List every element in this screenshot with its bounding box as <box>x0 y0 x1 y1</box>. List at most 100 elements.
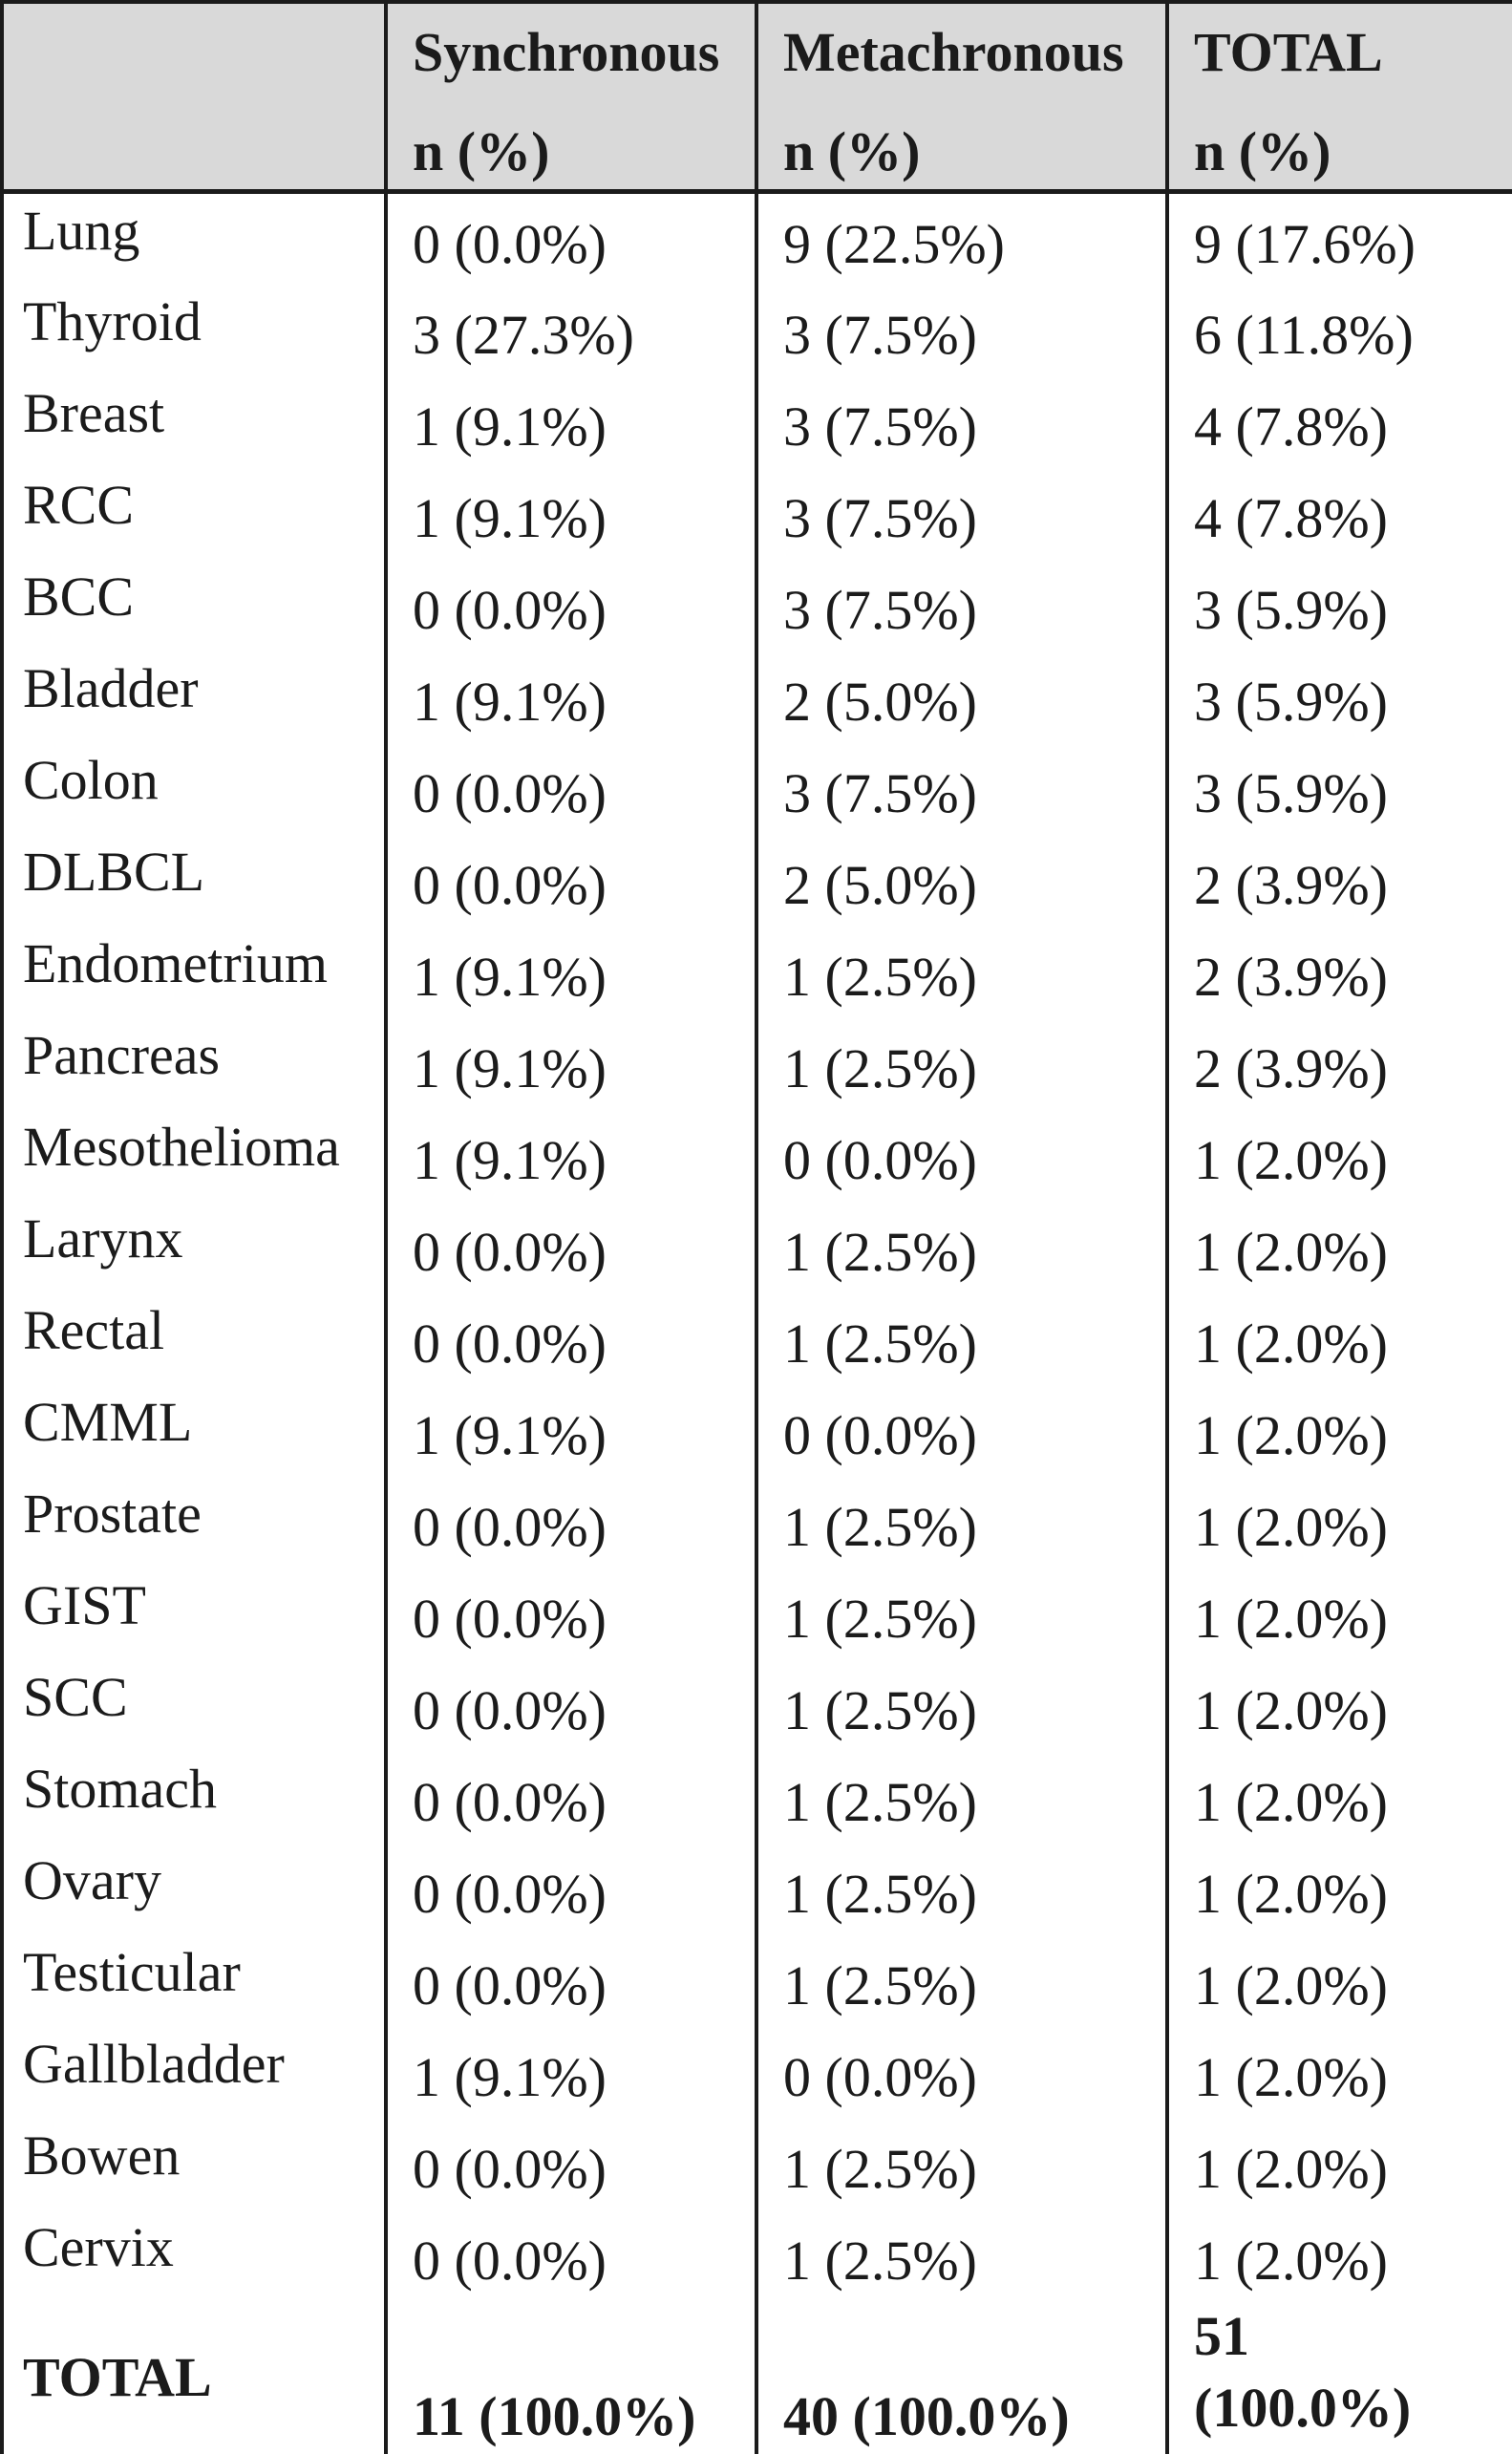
cell-metachronous: 3 (7.5%) <box>755 466 1167 558</box>
row-label: Prostate <box>23 1483 202 1545</box>
header-synchronous-subtitle: n (%) <box>413 120 550 182</box>
table-row: Bladder 1 (9.1%) 2 (5.0%) 3 (5.9%) <box>2 650 1512 741</box>
cell-metachronous: 0 (0.0%) <box>755 1383 1167 1475</box>
table-row: Rectal 0 (0.0%) 1 (2.5%) 1 (2.0%) <box>2 1291 1512 1383</box>
cell-metachronous: 1 (2.5%) <box>755 1750 1167 1842</box>
total-row-label: TOTAL <box>23 2346 212 2409</box>
cell-metachronous: 1 (2.5%) <box>755 2209 1167 2300</box>
table-row: GIST 0 (0.0%) 1 (2.5%) 1 (2.0%) <box>2 1567 1512 1658</box>
cell-metachronous: 1 (2.5%) <box>755 1933 1167 2025</box>
cell-total: 3 (5.9%) <box>1165 650 1512 741</box>
cell-synchronous: 0 (0.0%) <box>384 1933 756 2025</box>
table-row: Cervix 0 (0.0%) 1 (2.5%) 1 (2.0%) <box>2 2209 1512 2300</box>
cell-metachronous: 1 (2.5%) <box>755 1658 1167 1750</box>
row-label: BCC <box>23 565 135 628</box>
cell-total: 2 (3.9%) <box>1165 1016 1512 1108</box>
total-cell-metachronous: 40 (100.0%) <box>755 2300 1167 2454</box>
cell-synchronous: 0 (0.0%) <box>384 1291 756 1383</box>
table-row: Colon 0 (0.0%) 3 (7.5%) 3 (5.9%) <box>2 741 1512 833</box>
header-total: TOTAL n (%) <box>1165 2 1512 194</box>
cell-total: 1 (2.0%) <box>1165 1200 1512 1291</box>
cell-total: 1 (2.0%) <box>1165 1933 1512 2025</box>
cell-synchronous: 0 (0.0%) <box>384 191 756 283</box>
cell-total: 3 (5.9%) <box>1165 558 1512 650</box>
cell-synchronous: 1 (9.1%) <box>384 925 756 1016</box>
cell-metachronous: 1 (2.5%) <box>755 925 1167 1016</box>
cell-total: 1 (2.0%) <box>1165 1750 1512 1842</box>
cell-synchronous: 1 (9.1%) <box>384 650 756 741</box>
cell-metachronous: 0 (0.0%) <box>755 1108 1167 1200</box>
cell-synchronous: 0 (0.0%) <box>384 1842 756 1933</box>
cell-total: 4 (7.8%) <box>1165 466 1512 558</box>
cell-total: 1 (2.0%) <box>1165 2209 1512 2300</box>
table-row: Bowen 0 (0.0%) 1 (2.5%) 1 (2.0%) <box>2 2117 1512 2209</box>
table-row: BCC 0 (0.0%) 3 (7.5%) 3 (5.9%) <box>2 558 1512 650</box>
table-row: Pancreas 1 (9.1%) 1 (2.5%) 2 (3.9%) <box>2 1016 1512 1108</box>
row-label: Cervix <box>23 2216 174 2278</box>
cell-total: 1 (2.0%) <box>1165 1842 1512 1933</box>
cell-synchronous: 1 (9.1%) <box>384 2025 756 2117</box>
row-label: Rectal <box>23 1299 165 1361</box>
header-metachronous-subtitle: n (%) <box>783 120 921 182</box>
row-label: SCC <box>23 1666 128 1728</box>
cell-synchronous: 0 (0.0%) <box>384 2117 756 2209</box>
cell-synchronous: 0 (0.0%) <box>384 1750 756 1842</box>
table-row: Gallbladder 1 (9.1%) 0 (0.0%) 1 (2.0%) <box>2 2025 1512 2117</box>
header-corner <box>2 2 386 194</box>
row-label: Bladder <box>23 657 199 719</box>
cell-total: 1 (2.0%) <box>1165 1108 1512 1200</box>
cell-metachronous: 3 (7.5%) <box>755 741 1167 833</box>
cell-total: 2 (3.9%) <box>1165 925 1512 1016</box>
cell-synchronous: 3 (27.3%) <box>384 283 756 374</box>
cell-synchronous: 1 (9.1%) <box>384 466 756 558</box>
cell-total: 1 (2.0%) <box>1165 2025 1512 2117</box>
cell-total: 9 (17.6%) <box>1165 191 1512 283</box>
cell-total: 1 (2.0%) <box>1165 1658 1512 1750</box>
cell-metachronous: 3 (7.5%) <box>755 558 1167 650</box>
cell-metachronous: 0 (0.0%) <box>755 2025 1167 2117</box>
row-label: Thyroid <box>23 290 202 352</box>
table-row: CMML 1 (9.1%) 0 (0.0%) 1 (2.0%) <box>2 1383 1512 1475</box>
row-label: GIST <box>23 1574 146 1636</box>
row-label: Bowen <box>23 2124 181 2187</box>
cell-total: 4 (7.8%) <box>1165 374 1512 466</box>
cell-metachronous: 3 (7.5%) <box>755 374 1167 466</box>
table-row: DLBCL 0 (0.0%) 2 (5.0%) 2 (3.9%) <box>2 833 1512 925</box>
table-row: RCC 1 (9.1%) 3 (7.5%) 4 (7.8%) <box>2 466 1512 558</box>
cell-metachronous: 1 (2.5%) <box>755 1291 1167 1383</box>
table-row: Mesothelioma 1 (9.1%) 0 (0.0%) 1 (2.0%) <box>2 1108 1512 1200</box>
cell-synchronous: 0 (0.0%) <box>384 1567 756 1658</box>
row-label: Stomach <box>23 1758 217 1820</box>
cell-synchronous: 1 (9.1%) <box>384 1383 756 1475</box>
row-label: Breast <box>23 382 165 444</box>
header-row: Synchronous n (%) Metachronous n (%) TOT… <box>2 2 1512 194</box>
table-row: Larynx 0 (0.0%) 1 (2.5%) 1 (2.0%) <box>2 1200 1512 1291</box>
table-row: SCC 0 (0.0%) 1 (2.5%) 1 (2.0%) <box>2 1658 1512 1750</box>
cell-synchronous: 0 (0.0%) <box>384 1200 756 1291</box>
cell-synchronous: 0 (0.0%) <box>384 1475 756 1567</box>
cell-synchronous: 0 (0.0%) <box>384 741 756 833</box>
cell-synchronous: 1 (9.1%) <box>384 1016 756 1108</box>
cell-metachronous: 9 (22.5%) <box>755 191 1167 283</box>
cell-synchronous: 1 (9.1%) <box>384 374 756 466</box>
total-row: TOTAL 11 (100.0%) 40 (100.0%) 51 (100.0%… <box>2 2300 1512 2454</box>
table-row: Endometrium 1 (9.1%) 1 (2.5%) 2 (3.9%) <box>2 925 1512 1016</box>
cell-metachronous: 1 (2.5%) <box>755 1567 1167 1658</box>
header-synchronous-title: Synchronous <box>413 21 720 83</box>
row-label: CMML <box>23 1391 193 1453</box>
table-row: Thyroid 3 (27.3%) 3 (7.5%) 6 (11.8%) <box>2 283 1512 374</box>
table-row: Stomach 0 (0.0%) 1 (2.5%) 1 (2.0%) <box>2 1750 1512 1842</box>
cell-synchronous: 0 (0.0%) <box>384 2209 756 2300</box>
cell-metachronous: 1 (2.5%) <box>755 1475 1167 1567</box>
cell-total: 1 (2.0%) <box>1165 1291 1512 1383</box>
total-cell-total-value: 51 (100.0%) <box>1194 2305 1412 2440</box>
cell-total: 2 (3.9%) <box>1165 833 1512 925</box>
table-row: Prostate 0 (0.0%) 1 (2.5%) 1 (2.0%) <box>2 1475 1512 1567</box>
row-label: Ovary <box>23 1849 161 1911</box>
header-metachronous: Metachronous n (%) <box>755 2 1167 194</box>
cell-synchronous: 0 (0.0%) <box>384 833 756 925</box>
row-label: DLBCL <box>23 841 205 903</box>
cell-metachronous: 1 (2.5%) <box>755 1016 1167 1108</box>
table-row: Breast 1 (9.1%) 3 (7.5%) 4 (7.8%) <box>2 374 1512 466</box>
